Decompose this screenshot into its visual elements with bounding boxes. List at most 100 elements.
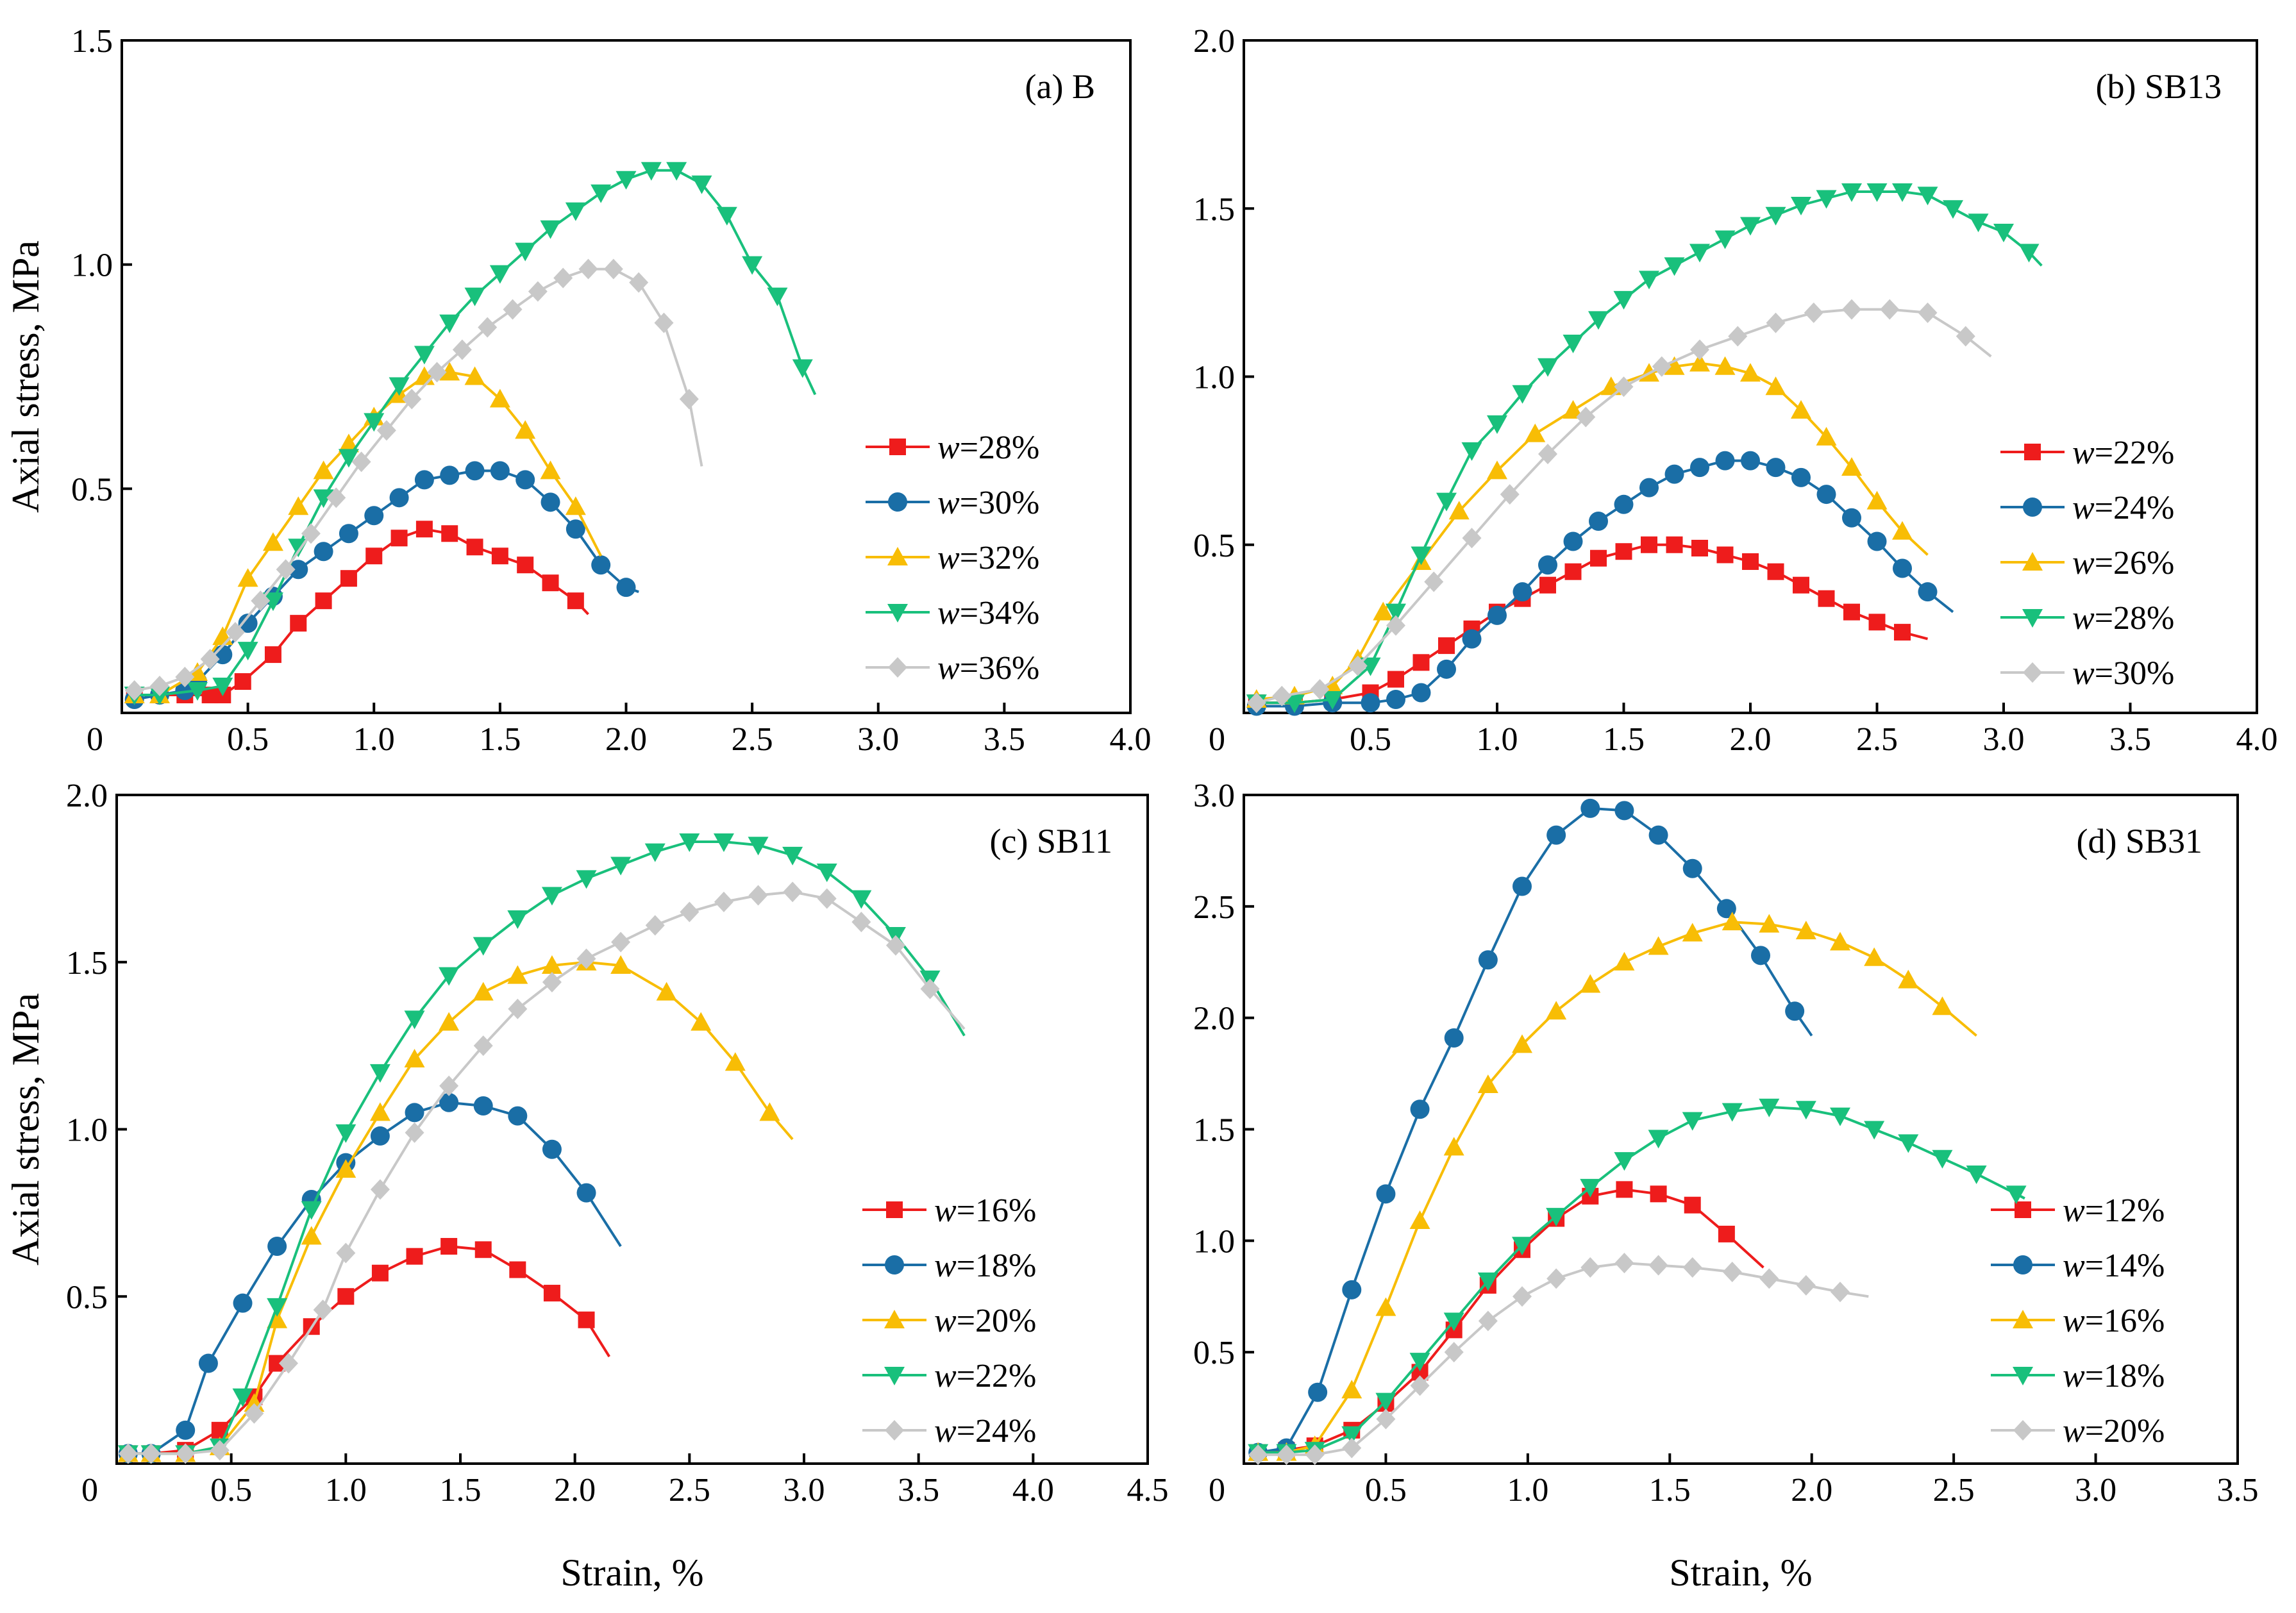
data-point (1722, 1262, 1742, 1283)
panel-title: (c) SB11 (990, 822, 1112, 860)
data-point (439, 1092, 459, 1112)
legend-entry: w=24% (862, 1413, 1036, 1450)
data-point (528, 281, 548, 302)
data-point (1409, 1210, 1430, 1230)
series-green (1248, 1098, 2027, 1463)
data-point (503, 299, 523, 320)
data-point (567, 592, 584, 610)
data-point (1664, 464, 1684, 484)
data-point (1376, 1408, 1396, 1430)
series-yellow (124, 362, 602, 704)
y-tick-label: 1.0 (1193, 1223, 1235, 1260)
data-point (200, 649, 220, 670)
data-point (1740, 363, 1761, 382)
data-point (1580, 974, 1601, 993)
data-point (1690, 458, 1709, 478)
x-tick-label: 1.5 (1649, 1472, 1691, 1509)
data-point (1513, 876, 1532, 896)
data-point (389, 488, 409, 508)
legend-marker (884, 1310, 905, 1328)
data-point (1785, 1001, 1805, 1021)
legend-marker (888, 492, 907, 512)
data-point (616, 578, 636, 598)
legend-label: w=24% (934, 1413, 1036, 1450)
data-point (1689, 244, 1710, 263)
data-point (1831, 1282, 1850, 1303)
x-tick-label: 2.0 (605, 721, 647, 758)
data-point (515, 242, 536, 262)
x-tick-label: 1.0 (353, 721, 395, 758)
x-tick-label: 4.5 (1127, 1472, 1169, 1509)
data-point (1816, 485, 1836, 505)
legend-entry: w=36% (866, 650, 1039, 687)
legend-entry: w=16% (1991, 1303, 2165, 1339)
data-point (1512, 385, 1533, 404)
data-point (1652, 356, 1672, 377)
data-point (1387, 671, 1404, 688)
data-point (1956, 326, 1975, 347)
data-point (1443, 1137, 1464, 1156)
data-point (124, 680, 144, 701)
data-point (1477, 1074, 1498, 1093)
legend-label: w=22% (934, 1358, 1036, 1394)
data-point (1864, 1121, 1885, 1140)
legend-entry: w=34% (866, 595, 1039, 631)
y-tick-label: 1.0 (66, 1112, 108, 1149)
legend-label: w=28% (937, 430, 1039, 466)
data-point (336, 1242, 356, 1264)
legend-entry: w=14% (1991, 1248, 2165, 1284)
data-point (1664, 356, 1685, 375)
data-point (553, 267, 573, 288)
data-point (427, 362, 447, 383)
x-tick-label: 3.5 (2109, 721, 2151, 758)
data-point (610, 857, 632, 876)
x-axis-title: Strain, % (1669, 1551, 1812, 1594)
data-point (656, 982, 677, 1001)
data-point (1714, 230, 1736, 249)
data-point (1538, 358, 1558, 377)
data-point (725, 1052, 746, 1071)
data-point (1866, 490, 1888, 510)
data-point (1614, 494, 1634, 514)
data-point (405, 1122, 424, 1143)
x-tick-label: 0.5 (1350, 721, 1391, 758)
data-point (1690, 339, 1709, 360)
data-point (244, 1403, 264, 1424)
data-point (1437, 659, 1456, 679)
data-point (232, 1388, 253, 1407)
data-point (542, 1139, 562, 1159)
data-point (440, 465, 460, 485)
data-point (2018, 244, 2040, 263)
legend-marker (2013, 1255, 2032, 1275)
data-point (439, 314, 460, 333)
data-point (1310, 679, 1330, 700)
x-tick-label: 1.0 (1477, 721, 1518, 758)
legend-label: w=18% (934, 1248, 1036, 1284)
data-point (473, 982, 494, 1001)
x-tick-label: 1.5 (1603, 721, 1645, 758)
data-point (1386, 690, 1405, 710)
x-tick-label: 1.0 (1507, 1472, 1548, 1509)
data-point (1580, 1257, 1600, 1278)
data-point (1917, 187, 1938, 206)
data-point (1759, 914, 1780, 933)
data-point (1272, 685, 1292, 706)
data-point (1816, 426, 1837, 446)
data-point (1342, 1437, 1362, 1458)
x-tick-label: 0 (87, 721, 103, 758)
data-point (1305, 1444, 1325, 1466)
legend-marker (886, 1201, 903, 1218)
data-point (452, 339, 472, 360)
data-point (490, 461, 510, 481)
panel-title: (d) SB31 (2076, 822, 2202, 860)
x-tick-label: 4.0 (2236, 721, 2278, 758)
legend-marker (887, 547, 908, 565)
data-point (641, 162, 662, 181)
y-tick-label: 3.0 (1193, 778, 1235, 814)
data-point (1348, 655, 1368, 676)
x-axis-title: Strain, % (560, 1551, 703, 1594)
data-point (237, 642, 258, 661)
data-point (783, 882, 803, 903)
series-line (128, 960, 794, 1455)
data-point (1714, 356, 1736, 375)
